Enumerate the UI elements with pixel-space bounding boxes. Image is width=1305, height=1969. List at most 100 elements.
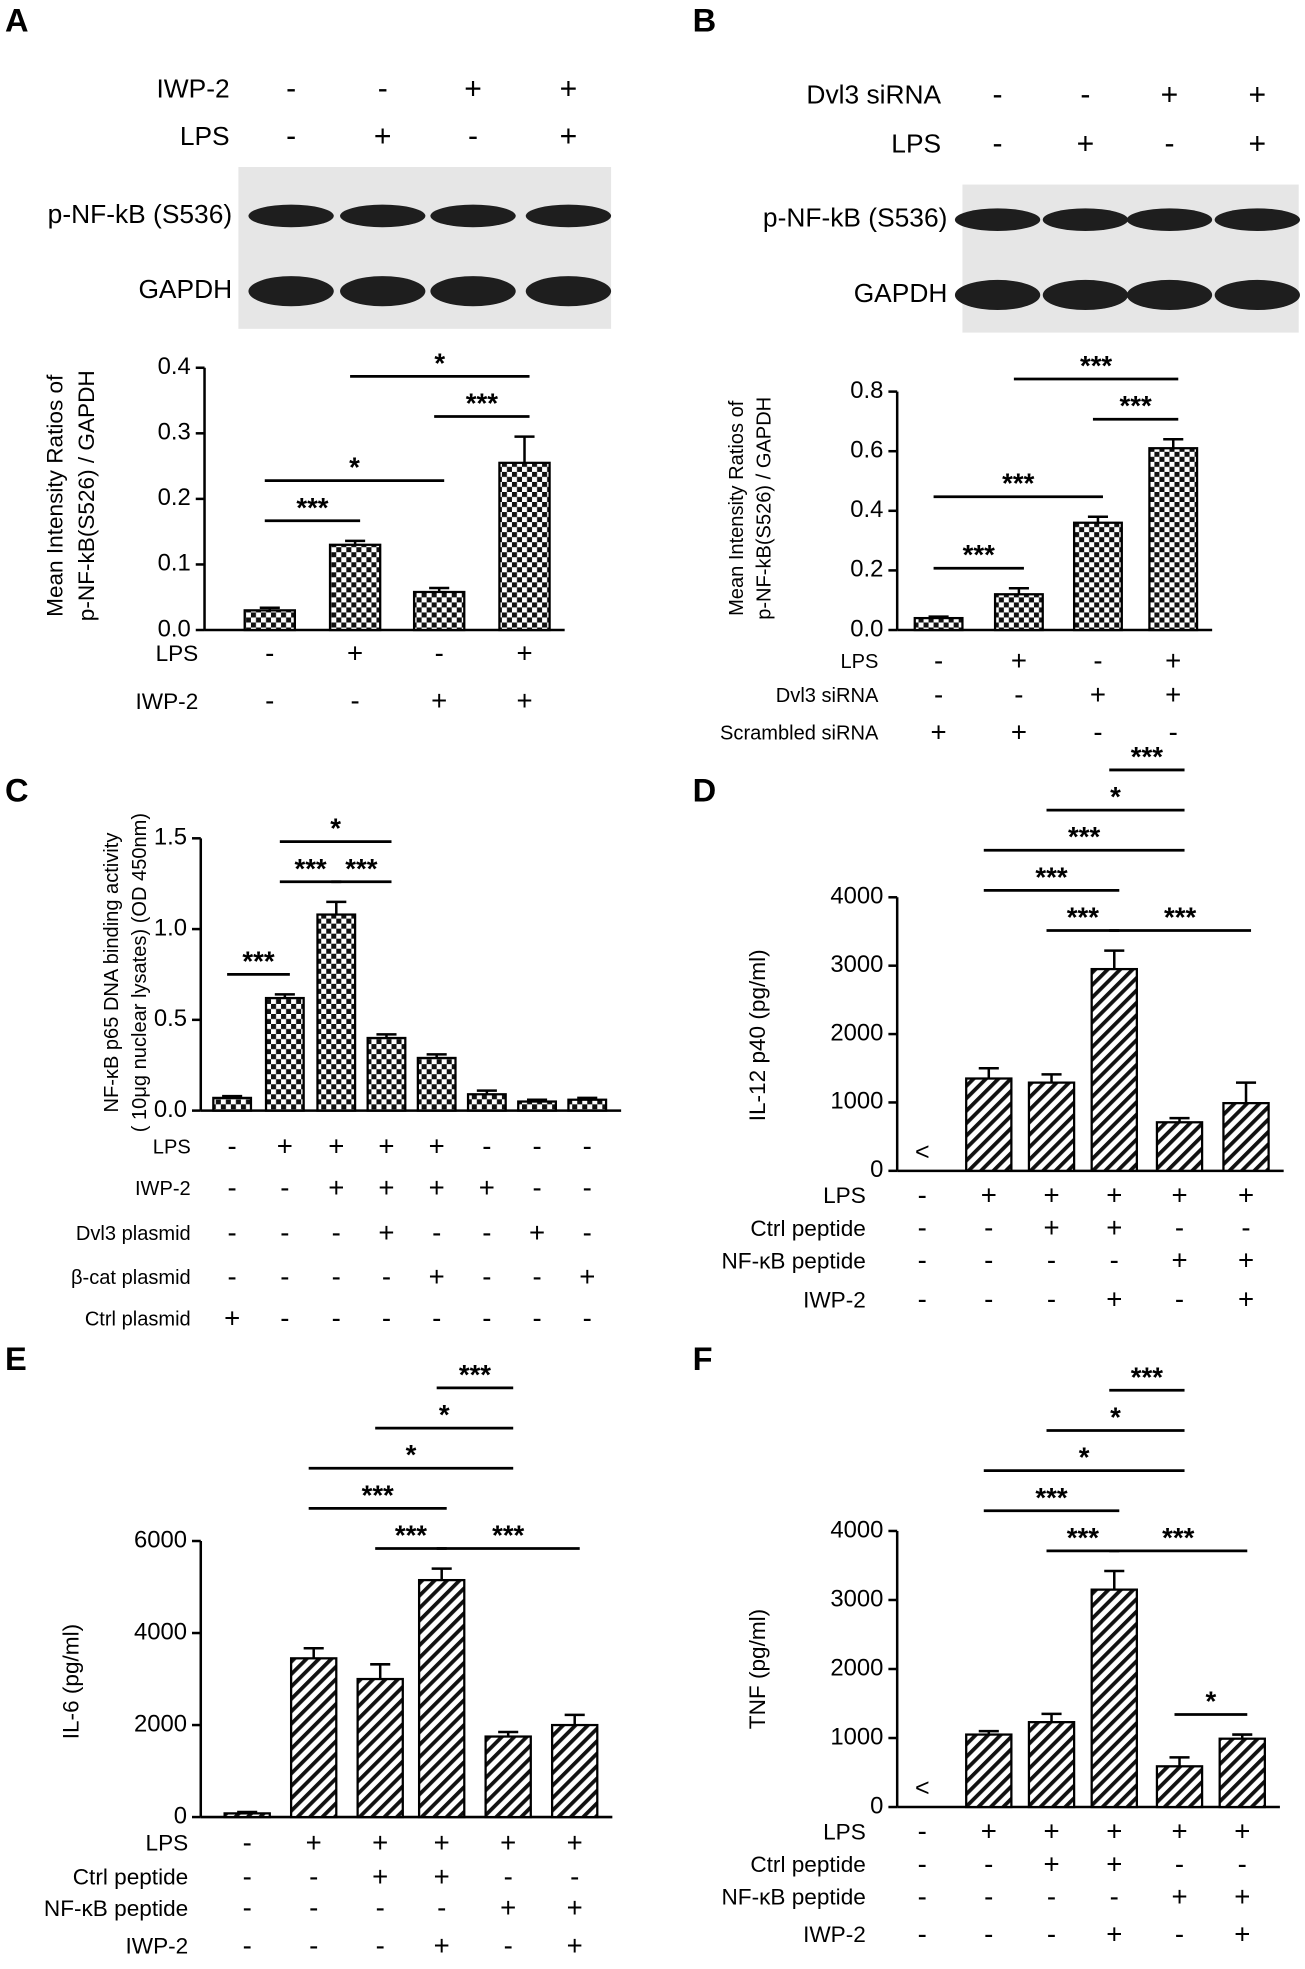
condition-sign: - [1110, 1245, 1119, 1276]
condition-sign: - [243, 1930, 252, 1961]
condition-label: LPS [146, 1831, 189, 1856]
y-axis-label: p-NF-kB(S526) / GAPDH [754, 397, 776, 620]
condition-sign: - [351, 685, 360, 716]
condition-sign: + [1234, 1816, 1250, 1847]
panel-letter: C [5, 772, 29, 809]
blot-condition-sign: + [1249, 79, 1267, 112]
blot-band [1126, 208, 1213, 231]
blot-band [340, 276, 426, 307]
y-tick-label: 0 [174, 1802, 187, 1829]
condition-label: NF-κB peptide [722, 1885, 866, 1910]
bar [212, 1096, 253, 1112]
condition-sign: + [429, 1261, 445, 1292]
blot-band [1214, 279, 1300, 311]
condition-label: IWP-2 [136, 689, 199, 714]
condition-label: Ctrl peptide [73, 1865, 188, 1890]
blot-band [1214, 208, 1300, 231]
significance-label: *** [1119, 390, 1151, 421]
significance-label: *** [1067, 902, 1099, 933]
bar [913, 616, 964, 632]
significance-label: * [1206, 1685, 1217, 1716]
blot-band [248, 204, 334, 228]
blot-band-label: GAPDH [138, 274, 232, 304]
condition-sign: - [228, 1217, 237, 1248]
condition-sign: + [1106, 1919, 1122, 1950]
condition-sign: + [372, 1861, 388, 1892]
blot-condition-sign: + [374, 120, 392, 153]
bar [366, 1036, 407, 1112]
condition-sign: - [984, 1212, 993, 1243]
blot-band [340, 204, 426, 228]
bar [289, 1657, 338, 1819]
condition-sign: + [567, 1827, 583, 1858]
significance-label: * [1110, 781, 1121, 812]
blot-condition-label: Dvl3 siRNA [806, 80, 941, 110]
condition-label: LPS [823, 1183, 866, 1208]
condition-label: LPS [840, 651, 878, 673]
y-tick-label: 3000 [830, 1585, 883, 1612]
condition-label: Ctrl plasmid [85, 1308, 191, 1330]
condition-sign: - [1175, 1284, 1184, 1315]
condition-sign: + [981, 1816, 997, 1847]
condition-sign: - [432, 1302, 441, 1333]
y-tick-label: 0.8 [850, 377, 883, 404]
condition-label: IWP-2 [135, 1178, 191, 1200]
condition-sign: - [1047, 1284, 1056, 1315]
condition-sign: + [1238, 1284, 1254, 1315]
condition-sign: - [482, 1131, 491, 1162]
significance-label: * [330, 813, 341, 844]
y-tick-label: 0.0 [158, 615, 191, 642]
y-axis-label: IL-6 (pg/ml) [59, 1624, 84, 1739]
significance-label: *** [1164, 902, 1196, 933]
value-label: < [915, 1774, 930, 1802]
significance-label: * [406, 1439, 417, 1470]
condition-sign: - [376, 1892, 385, 1923]
bar [1218, 1737, 1266, 1809]
y-tick-label: 0.3 [158, 419, 191, 446]
condition-sign: - [918, 1245, 927, 1276]
condition-sign: + [1106, 1284, 1122, 1315]
condition-sign: - [243, 1827, 252, 1858]
y-tick-label: 6000 [134, 1526, 187, 1553]
condition-sign: - [934, 645, 943, 676]
condition-sign: + [1043, 1179, 1059, 1210]
condition-sign: - [309, 1930, 318, 1961]
bar [1027, 1081, 1076, 1172]
condition-sign: + [1234, 1919, 1250, 1950]
condition-label: LPS [156, 641, 199, 666]
blot-band [954, 208, 1041, 231]
condition-sign: + [1043, 1212, 1059, 1243]
condition-sign: + [1171, 1245, 1187, 1276]
condition-sign: + [429, 1172, 445, 1203]
condition-sign: + [1011, 645, 1027, 676]
condition-sign: - [482, 1217, 491, 1248]
blot-band [248, 276, 334, 307]
significance-label: * [434, 347, 445, 378]
condition-sign: + [567, 1930, 583, 1961]
y-tick-label: 0.0 [850, 615, 883, 642]
blot-band [1042, 208, 1129, 231]
panel-letter: D [693, 772, 717, 809]
y-tick-label: 2000 [830, 1019, 883, 1046]
y-tick-label: 0.6 [850, 437, 883, 464]
condition-sign: - [309, 1861, 318, 1892]
condition-sign: - [918, 1848, 927, 1879]
bar [965, 1077, 1013, 1172]
condition-sign: - [504, 1861, 513, 1892]
blot-band [430, 204, 516, 228]
condition-sign: + [328, 1131, 344, 1162]
condition-sign: - [583, 1131, 592, 1162]
condition-sign: + [516, 685, 532, 716]
condition-sign: - [482, 1302, 491, 1333]
condition-sign: - [984, 1245, 993, 1276]
significance-label: * [349, 452, 360, 483]
condition-sign: - [243, 1892, 252, 1923]
y-axis-label: p-NF-kB(S526) / GAPDH [74, 370, 99, 621]
y-tick-label: 0.1 [158, 550, 191, 577]
condition-sign: + [500, 1827, 516, 1858]
significance-label: *** [1035, 1482, 1067, 1513]
condition-sign: - [265, 637, 274, 668]
significance-label: *** [296, 492, 328, 523]
condition-sign: - [376, 1930, 385, 1961]
bar [416, 1056, 457, 1112]
